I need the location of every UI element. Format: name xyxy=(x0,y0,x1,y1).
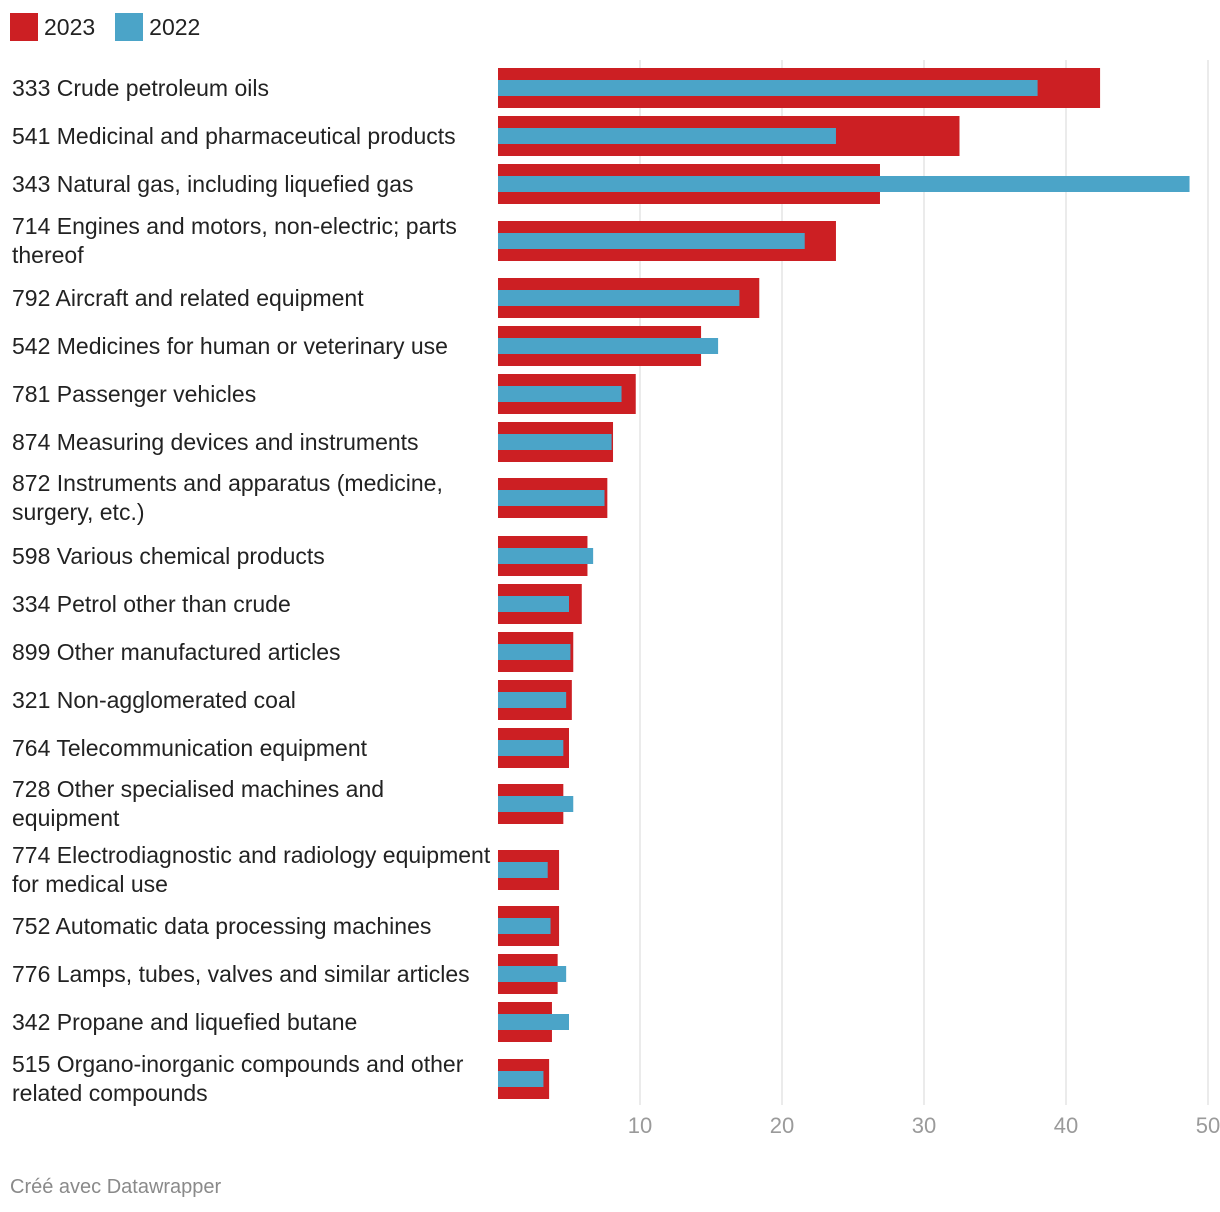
category-label: 541 Medicinal and pharmaceutical product… xyxy=(12,122,456,149)
bar-2022-18 xyxy=(498,1014,569,1030)
bar-chart: 10 20 30 40 50 xyxy=(498,60,1220,1138)
bar-2022-3 xyxy=(498,233,805,249)
bar-2022-13 xyxy=(498,740,564,756)
bar-2022-14 xyxy=(498,796,574,812)
category-label: 542 Medicines for human or veterinary us… xyxy=(12,332,448,359)
category-label: 872 Instruments and apparatus (medicine,… xyxy=(12,470,443,525)
category-label: 752 Automatic data processing machines xyxy=(12,912,432,939)
bar-2022-8 xyxy=(498,490,605,506)
bar-2022-16 xyxy=(498,918,551,934)
footer-credit: Créé avec Datawrapper xyxy=(10,1176,222,1198)
category-label: 781 Passenger vehicles xyxy=(12,380,257,407)
bar-2022-17 xyxy=(498,966,567,982)
bar-2022-1 xyxy=(498,128,836,144)
x-tick-label-40: 40 xyxy=(1054,1113,1078,1138)
category-label: 874 Measuring devices and instruments xyxy=(12,428,419,455)
legend-swatch-2022 xyxy=(115,13,144,41)
category-label: 342 Propane and liquefied butane xyxy=(12,1008,358,1035)
category-label: 334 Petrol other than crude xyxy=(12,590,291,617)
x-tick-label-50: 50 xyxy=(1196,1113,1220,1138)
category-label: 343 Natural gas, including liquefied gas xyxy=(12,170,414,197)
bar-2022-0 xyxy=(498,80,1038,96)
bar-2022-2 xyxy=(498,176,1190,192)
legend-label-2023: 2023 xyxy=(44,13,96,40)
bar-2022-11 xyxy=(498,644,571,660)
category-label: 598 Various chemical products xyxy=(12,542,325,569)
x-tick-label-30: 30 xyxy=(912,1113,936,1138)
bar-2022-10 xyxy=(498,596,569,612)
bar-2022-6 xyxy=(498,386,622,402)
x-tick-label-10: 10 xyxy=(628,1113,652,1138)
category-label: 714 Engines and motors, non-electric; pa… xyxy=(12,213,457,268)
legend-swatch-2023 xyxy=(10,13,38,41)
bar-2022-7 xyxy=(498,434,612,450)
x-tick-label-20: 20 xyxy=(770,1113,794,1138)
category-label: 774 Electrodiagnostic and radiology equi… xyxy=(12,842,491,897)
bar-2022-15 xyxy=(498,862,548,878)
category-label: 515 Organo-inorganic compounds and other… xyxy=(12,1051,464,1106)
legend-item-2023[interactable]: 2023 xyxy=(10,13,95,41)
bar-2022-5 xyxy=(498,338,719,354)
legend-label-2022: 2022 xyxy=(149,13,201,40)
bar-2022-19 xyxy=(498,1071,544,1087)
category-label: 728 Other specialised machines and equip… xyxy=(12,776,385,831)
category-label: 776 Lamps, tubes, valves and similar art… xyxy=(12,960,470,987)
bar-2022-4 xyxy=(498,290,740,306)
category-label: 321 Non-agglomerated coal xyxy=(12,686,296,713)
chart-legend: 2023 2022 xyxy=(10,12,220,42)
category-label: 792 Aircraft and related equipment xyxy=(12,284,364,311)
bar-2022-12 xyxy=(498,692,567,708)
category-label: 764 Telecommunication equipment xyxy=(12,734,368,761)
legend-item-2022[interactable]: 2022 xyxy=(115,13,200,41)
category-label: 899 Other manufactured articles xyxy=(12,638,341,665)
bar-2022-9 xyxy=(498,548,594,564)
category-label: 333 Crude petroleum oils xyxy=(12,74,269,101)
